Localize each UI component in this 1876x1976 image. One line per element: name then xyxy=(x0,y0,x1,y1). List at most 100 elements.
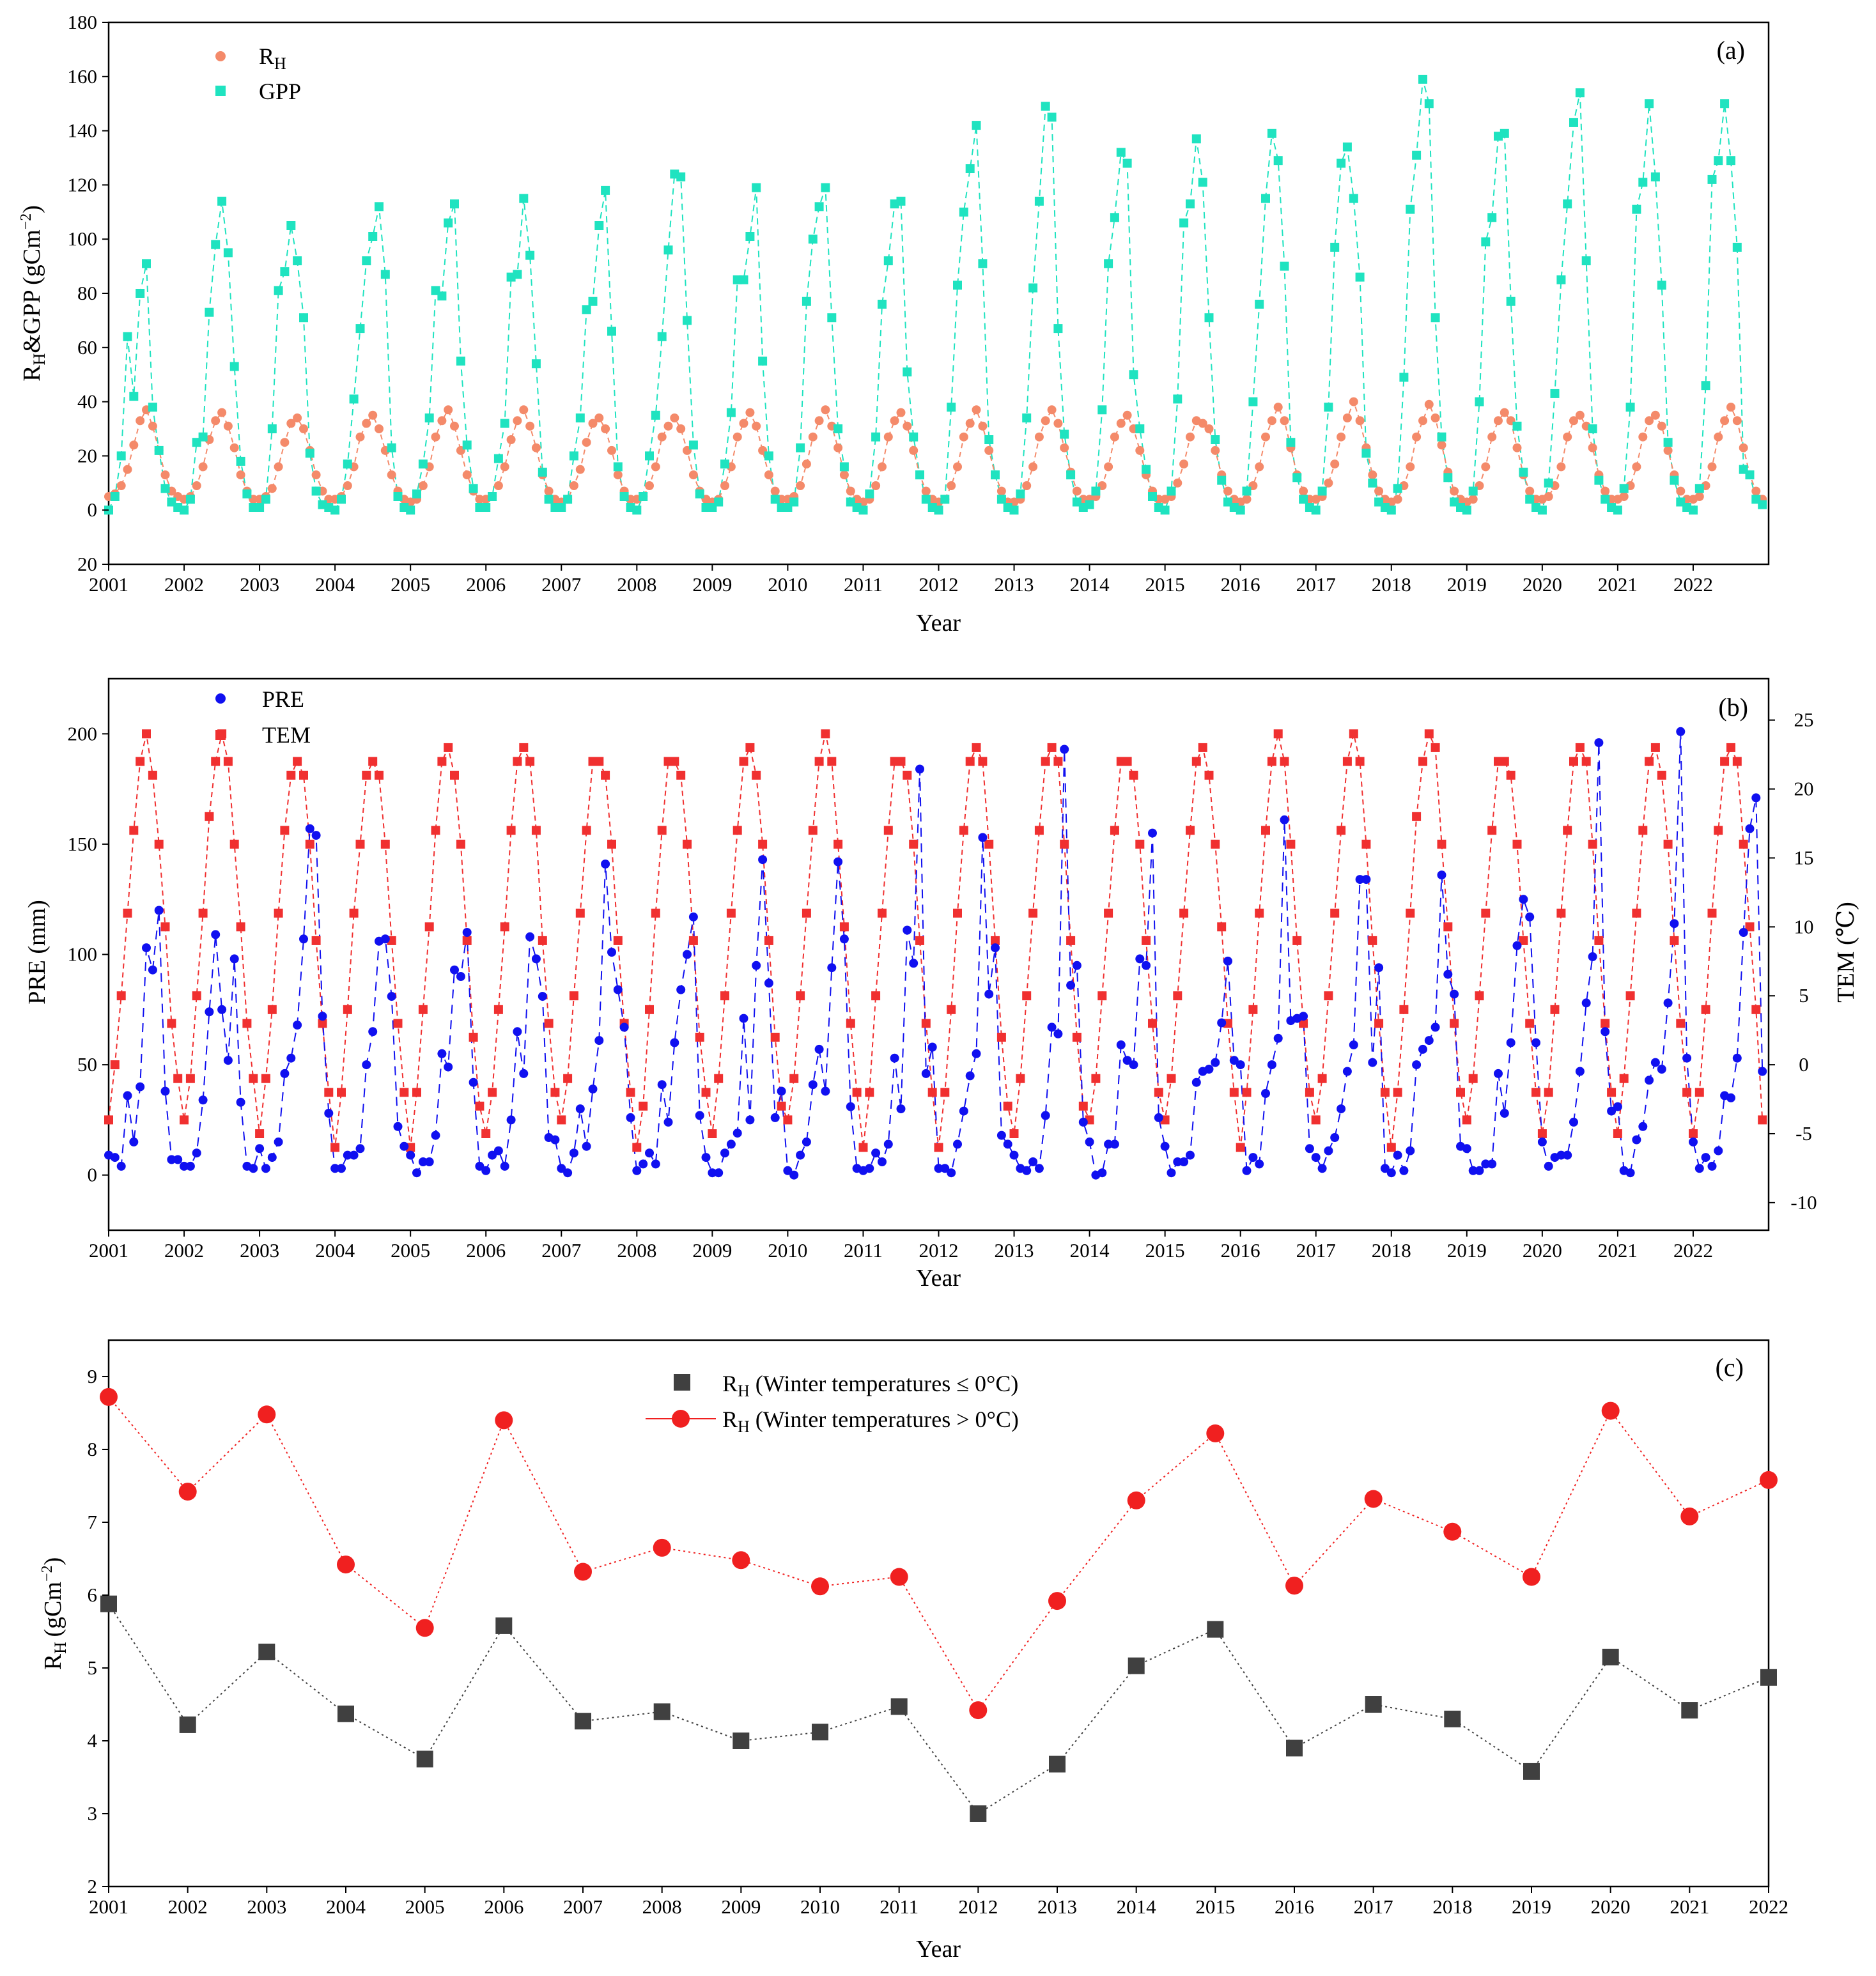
pre-point xyxy=(1110,1139,1119,1149)
tem-point xyxy=(1682,1088,1692,1097)
pre-point xyxy=(462,928,472,937)
gpp-point xyxy=(1645,99,1654,109)
tem-point xyxy=(1066,936,1076,945)
rh-warm-point xyxy=(1364,1490,1383,1508)
rh-point xyxy=(299,424,308,433)
a-xtick-label: 2008 xyxy=(617,573,656,596)
gpp-point xyxy=(1393,484,1402,493)
gpp-point xyxy=(349,394,359,404)
b-xtick-label: 2016 xyxy=(1221,1239,1260,1262)
panel-b-y2label: TEM (℃) xyxy=(1833,902,1859,1003)
tem-point xyxy=(953,908,962,918)
c-xtick-label: 2008 xyxy=(642,1895,682,1918)
rh-warm-point xyxy=(1127,1491,1145,1509)
gpp-point xyxy=(1299,495,1308,504)
gpp-point xyxy=(965,164,975,173)
gpp-point xyxy=(217,196,227,206)
gpp-point xyxy=(330,506,340,515)
gpp-point xyxy=(1129,370,1138,380)
rh-point xyxy=(1060,443,1069,452)
gpp-point xyxy=(1556,275,1566,284)
tem-point xyxy=(1575,743,1585,752)
c-xtick-label: 2022 xyxy=(1749,1895,1788,1918)
pre-point xyxy=(909,959,919,968)
gpp-point xyxy=(116,451,126,461)
pre-point xyxy=(424,1157,434,1166)
tem-point xyxy=(242,1019,252,1028)
pre-point xyxy=(1625,1168,1635,1178)
rh-point xyxy=(833,443,843,452)
gpp-point xyxy=(1487,213,1497,222)
gpp-point xyxy=(123,332,132,341)
pre-point xyxy=(695,1111,704,1120)
pre-point xyxy=(1519,895,1528,904)
pre-point xyxy=(563,1168,573,1178)
tem-point xyxy=(796,991,805,1001)
c-xtick-label: 2011 xyxy=(880,1895,919,1918)
gpp-point xyxy=(1261,194,1270,203)
pre-point xyxy=(519,1069,529,1078)
tem-point xyxy=(639,1101,648,1111)
panel-c-frame xyxy=(107,1339,1770,1888)
pre-point xyxy=(349,1150,359,1160)
a-xtick-label: 2015 xyxy=(1145,573,1185,596)
gpp-point xyxy=(1179,218,1189,228)
b-ytick-label: 100 xyxy=(68,943,98,966)
tem-point xyxy=(1273,729,1283,739)
pre-point xyxy=(1267,1060,1276,1070)
pre-point xyxy=(1072,961,1081,970)
gpp-point xyxy=(1613,506,1622,515)
pre-point xyxy=(865,1164,874,1173)
pre-point xyxy=(708,1168,717,1178)
rh-warm-point xyxy=(1680,1507,1699,1525)
b-ytick-label: 50 xyxy=(77,1053,97,1076)
gpp-point xyxy=(764,451,773,461)
a-xtick-label: 2002 xyxy=(164,573,204,596)
rh-point xyxy=(1676,486,1686,496)
rh-point xyxy=(890,416,899,426)
rh-point xyxy=(1255,462,1264,472)
pre-point xyxy=(821,1086,830,1096)
pre-point xyxy=(651,1159,660,1169)
pre-point xyxy=(1588,952,1597,961)
tem-point xyxy=(431,826,440,835)
panel-b-ylabel: PRE (mm) xyxy=(24,900,50,1005)
gpp-point xyxy=(305,449,314,458)
pre-point xyxy=(657,1080,667,1090)
tem-point xyxy=(896,757,906,766)
pre-point xyxy=(1173,1157,1182,1166)
b-xtick-label: 2013 xyxy=(995,1239,1034,1262)
rh-point xyxy=(1330,459,1340,469)
rh-point xyxy=(921,486,931,496)
c-ytick-label: 4 xyxy=(88,1729,98,1752)
tem-point xyxy=(249,1074,258,1083)
pre-point xyxy=(1732,1053,1742,1063)
pre-point xyxy=(1751,793,1761,803)
a-xtick-label: 2010 xyxy=(768,573,807,596)
gpp-point xyxy=(444,218,453,228)
rh-warm-point xyxy=(811,1577,829,1596)
pre-point xyxy=(1154,1113,1163,1122)
tem-point xyxy=(1537,1129,1547,1138)
tem-point xyxy=(569,991,578,1001)
gpp-point xyxy=(1116,148,1126,157)
gpp-point xyxy=(1368,478,1377,488)
rh-point xyxy=(984,445,994,455)
rh-point xyxy=(286,419,296,428)
gpp-point xyxy=(488,492,497,501)
pre-point xyxy=(1569,1117,1578,1127)
gpp-point xyxy=(1337,158,1346,168)
gpp-point xyxy=(1135,424,1145,433)
pre-point xyxy=(890,1053,899,1063)
pre-point xyxy=(1041,1111,1050,1120)
pre-point xyxy=(123,1091,132,1100)
b-y2tick-label: 25 xyxy=(1794,709,1814,731)
gpp-point xyxy=(808,235,818,244)
rh-warm-point xyxy=(100,1387,118,1406)
pre-point xyxy=(1148,828,1157,838)
rh-point xyxy=(1324,478,1333,488)
pre-point xyxy=(192,1148,201,1158)
b-y2tick-label: 10 xyxy=(1794,915,1814,938)
gpp-point xyxy=(639,492,648,501)
